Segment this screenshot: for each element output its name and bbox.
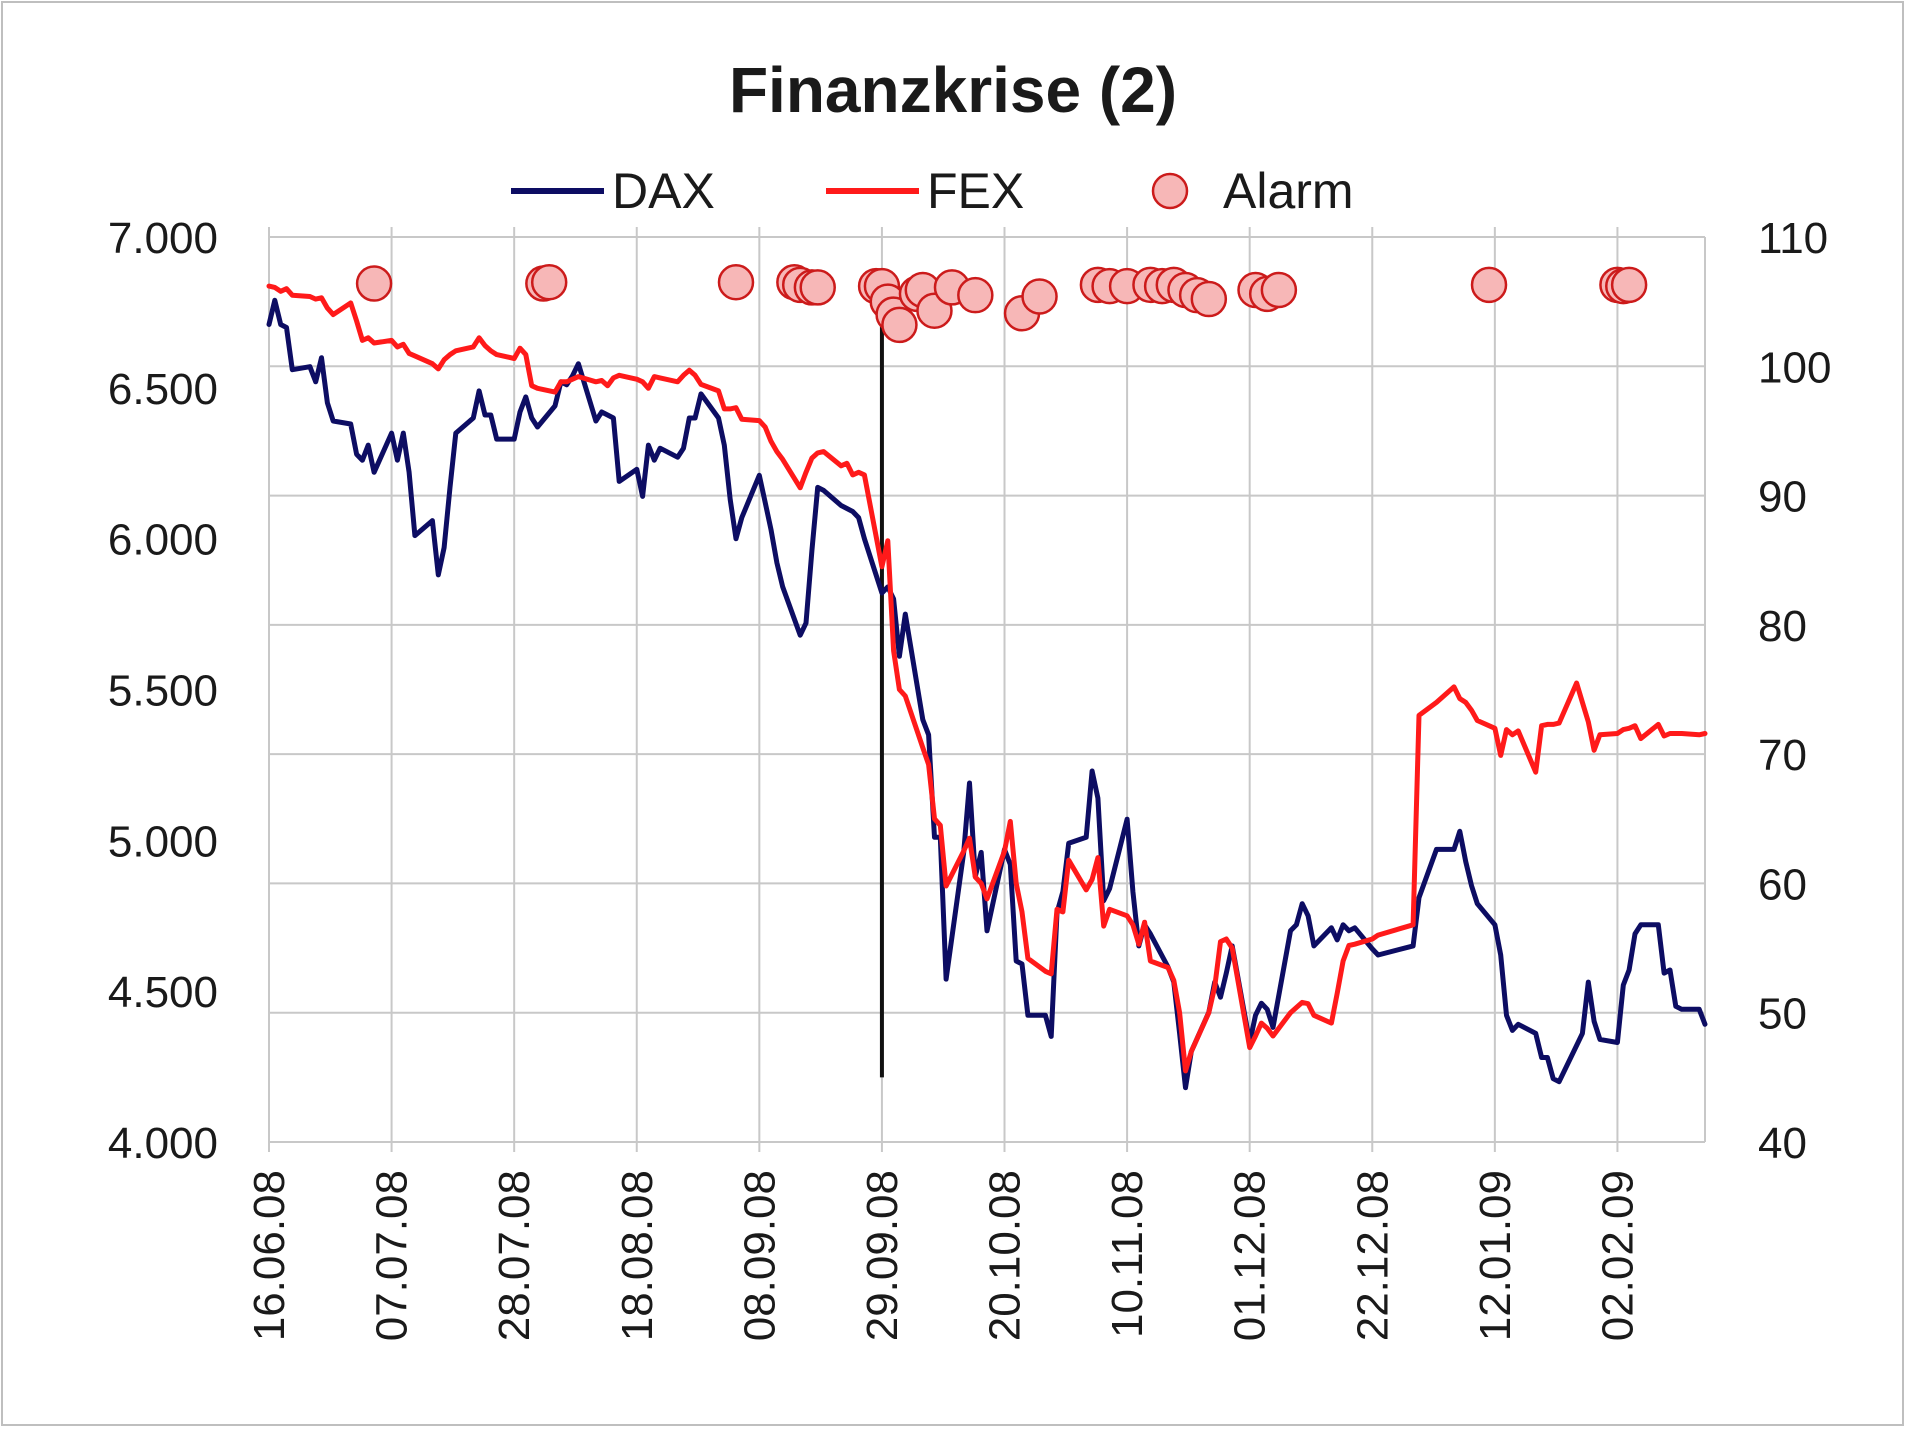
chart-title: Finanzkrise (2) [729, 54, 1177, 126]
y-right-tick-label: 90 [1758, 473, 1807, 522]
alarm-point [799, 269, 836, 306]
y-right-tick-label: 100 [1758, 343, 1831, 392]
legend-item-fex: FEX [826, 163, 1024, 219]
x-tick-label: 07.07.08 [368, 1170, 417, 1341]
x-tick-label: 20.10.08 [981, 1170, 1030, 1341]
axes [268, 227, 1706, 1152]
x-tick-label: 29.09.08 [858, 1170, 907, 1341]
alarm-point [1260, 271, 1298, 309]
x-tick-label: 22.12.08 [1348, 1170, 1397, 1341]
series-line-fex [266, 283, 1708, 1074]
x-tick-label: 18.08.08 [613, 1170, 662, 1341]
grid-lines [269, 236, 1705, 1142]
y-left-tick-label: 4.500 [108, 968, 218, 1017]
alarm-point [881, 306, 918, 344]
alarm-point [957, 276, 994, 314]
y-right-tick-label: 110 [1758, 214, 1828, 263]
y-right-tick-label: 60 [1758, 860, 1807, 909]
alarm-point [1190, 280, 1228, 318]
alarm-layer [355, 264, 1648, 344]
y-left-tick-label: 6.000 [108, 516, 218, 565]
series-line-dax [266, 297, 1708, 1091]
alarm-point [1470, 266, 1508, 304]
y-right-tick-label: 50 [1758, 990, 1807, 1039]
x-tick-label: 08.09.08 [735, 1170, 784, 1341]
y-right-tick-label: 80 [1758, 602, 1807, 651]
legend-label-alarm: Alarm [1223, 163, 1354, 219]
y-right-tick-label: 70 [1758, 731, 1807, 780]
legend: DAX FEX Alarm [511, 163, 1354, 219]
series-layer [266, 283, 1708, 1091]
y-left-tick-label: 6.500 [108, 365, 218, 414]
alarm-point [717, 264, 755, 301]
alarm-point [1021, 278, 1058, 315]
x-tick-label: 01.12.08 [1226, 1170, 1275, 1341]
legend-label-fex: FEX [927, 163, 1024, 219]
alarm-point [1610, 266, 1648, 304]
alarm-point [355, 265, 393, 302]
legend-label-dax: DAX [612, 163, 715, 219]
y-left-tick-label: 5.000 [108, 817, 218, 866]
legend-item-dax: DAX [511, 163, 715, 219]
legend-item-alarm: Alarm [1151, 163, 1354, 219]
x-tick-label: 02.02.09 [1593, 1170, 1642, 1341]
y-left-tick-label: 5.500 [108, 667, 218, 716]
y-left-tick-label: 7.000 [108, 214, 218, 263]
tick-labels: 40 50 60 70 80 90 100 110 4.000 4.500 5.000 5.500 6.… [108, 214, 1832, 1341]
x-tick-label: 16.06.08 [245, 1170, 294, 1341]
y-left-tick-label: 4.000 [108, 1119, 218, 1168]
x-tick-label: 28.07.08 [490, 1170, 539, 1341]
alarm-point [530, 264, 568, 301]
legend-swatch-alarm [1151, 172, 1189, 210]
x-tick-label: 10.11.08 [1103, 1170, 1152, 1338]
x-tick-label: 12.01.09 [1471, 1170, 1520, 1341]
y-right-tick-label: 40 [1758, 1119, 1807, 1168]
